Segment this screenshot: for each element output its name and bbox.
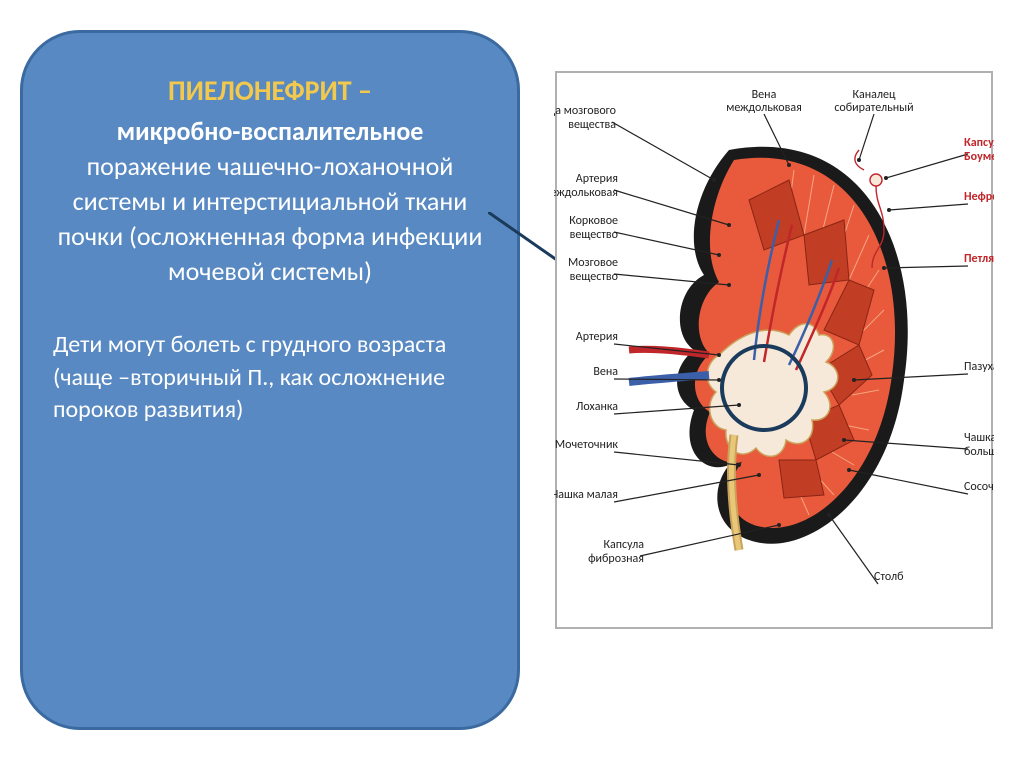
svg-text:вещество: вещество [570,270,618,284]
svg-text:Каналец: Каналец [853,88,896,102]
svg-text:собирательный: собирательный [834,101,913,115]
definition-bold: микробно-воспалительное [117,115,424,147]
svg-text:междольковая: междольковая [726,101,802,115]
svg-text:Нефрон: Нефрон [964,190,994,204]
svg-text:Пирамида мозгового: Пирамида мозгового [554,104,616,118]
svg-text:большая: большая [964,445,994,459]
panel-note: Дети могут болеть с грудного возраста (ч… [53,329,487,426]
svg-text:Вена: Вена [593,365,618,379]
svg-text:Лоханка: Лоханка [576,400,618,414]
svg-text:Вена: Вена [752,88,777,102]
svg-text:Петля Генле: Петля Генле [964,252,994,266]
kidney-svg: Пирамида мозговоговеществаАртериямеждоль… [554,70,994,630]
svg-text:фиброзная: фиброзная [588,552,644,566]
svg-text:Мозговое: Мозговое [568,256,618,270]
kidney-diagram: Пирамида мозговоговеществаАртериямеждоль… [554,70,994,630]
svg-text:Мочеточник: Мочеточник [555,438,619,452]
svg-text:вещество: вещество [570,228,618,242]
svg-text:Артерия: Артерия [576,330,618,344]
svg-text:Пазуха: Пазуха [964,360,994,374]
svg-text:Боумена: Боумена [964,150,994,164]
panel-definition: микробно-воспалительное поражение чашечн… [53,114,487,289]
svg-text:Столб: Столб [874,570,904,584]
svg-text:Чашка: Чашка [964,431,994,445]
svg-text:Корковое: Корковое [569,214,618,228]
svg-text:Артерия: Артерия [576,172,618,186]
svg-text:междольковая: междольковая [554,186,618,200]
svg-text:Чашка малая: Чашка малая [554,488,618,502]
svg-text:Капсула: Капсула [604,538,645,552]
panel-title: ПИЕЛОНЕФРИТ – [53,73,487,108]
definition-panel: ПИЕЛОНЕФРИТ – микробно-воспалительное по… [20,30,520,730]
svg-text:Сосочек: Сосочек [964,480,994,494]
svg-text:вещества: вещества [568,118,616,132]
svg-text:Капсула: Капсула [964,136,994,150]
definition-rest: поражение чашечно-лоханочной системы и и… [58,150,483,287]
